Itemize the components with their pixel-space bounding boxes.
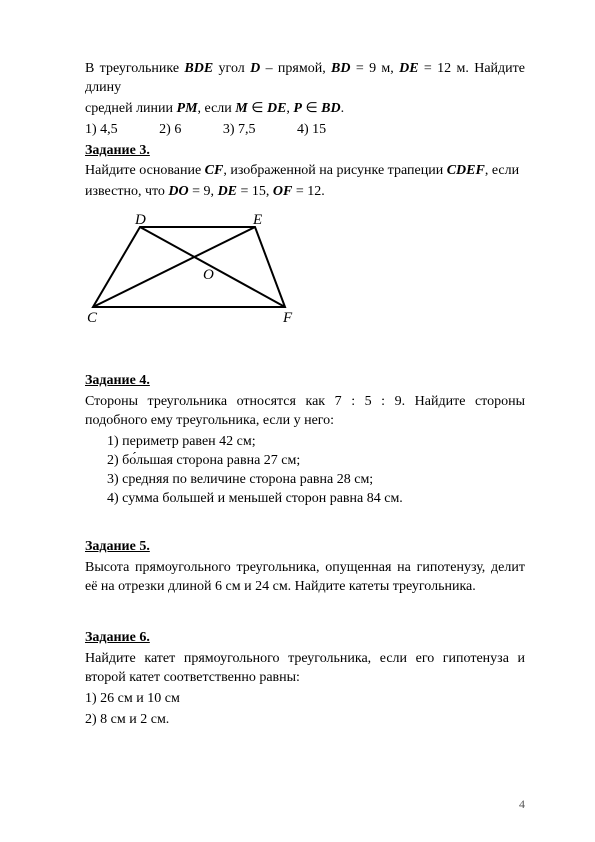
trapezoid-shape [93,227,285,307]
trapezoid-figure: D E O C F [85,212,525,332]
task2-problem-line2: средней линии PM, если M ∈ DE, P ∈ BD. [85,100,525,119]
page-number: 4 [519,797,525,812]
task6-text: Найдите катет прямоугольного треугольник… [85,650,525,688]
task6-item1: 1) 26 см и 10 см [85,690,525,709]
list-item: 4) сумма большей и меньшей сторон равна … [107,490,525,509]
label-f: F [282,310,293,326]
task2-problem-line1: В треугольнике BDE угол D – прямой, BD =… [85,60,525,98]
label-d: D [134,212,146,228]
task4-title: Задание 4. [85,372,525,391]
task5-text: Высота прямоугольного треугольника, опущ… [85,559,525,597]
answer-option: 4) 15 [297,121,326,140]
list-item: 2) бо́льшая сторона равна 27 см; [107,452,525,471]
list-item: 1) периметр равен 42 см; [107,433,525,452]
task4-text: Стороны треугольника относятся как 7 : 5… [85,393,525,431]
task6-title: Задание 6. [85,629,525,648]
label-e: E [252,212,262,228]
answer-option: 2) 6 [159,121,181,140]
task5-title: Задание 5. [85,538,525,557]
trapezoid-svg: D E O C F [85,212,295,327]
task3-title: Задание 3. [85,142,525,161]
list-item: 3) средняя по величине сторона равна 28 … [107,471,525,490]
page: В треугольнике BDE угол D – прямой, BD =… [0,0,595,842]
task4-list: 1) периметр равен 42 см; 2) бо́льшая сто… [85,433,525,509]
task3-line2: известно, что DO = 9, DE = 15, OF = 12. [85,183,525,202]
label-c: C [87,310,98,326]
task6-item2: 2) 8 см и 2 см. [85,711,525,730]
answer-option: 1) 4,5 [85,121,118,140]
task2-answers: 1) 4,5 2) 6 3) 7,5 4) 15 [85,121,525,140]
answer-option: 3) 7,5 [223,121,256,140]
label-o: O [203,267,214,283]
task3-line1: Найдите основание CF, изображенной на ри… [85,162,525,181]
